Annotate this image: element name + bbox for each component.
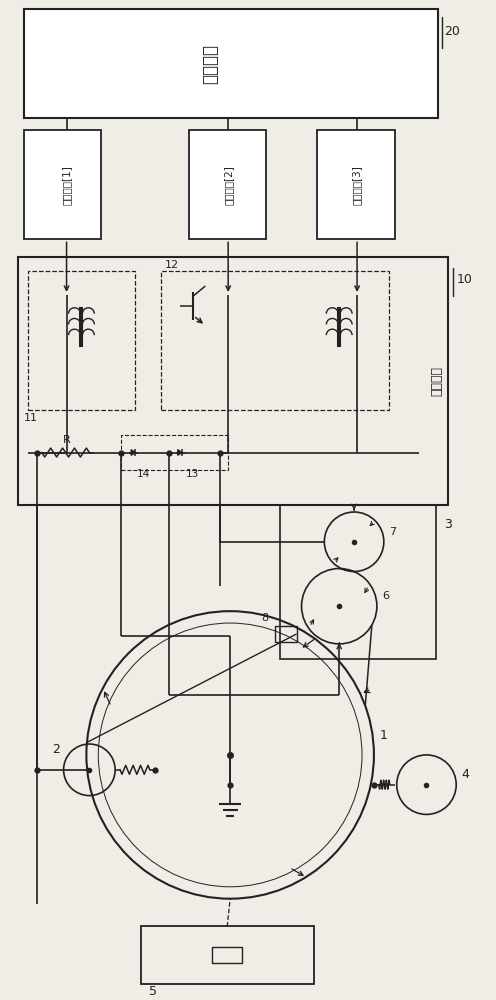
Text: 控制单元: 控制单元 bbox=[201, 44, 219, 84]
Polygon shape bbox=[131, 450, 135, 455]
Text: 控制信号[1]: 控制信号[1] bbox=[62, 165, 71, 205]
Text: 控制信号[2]: 控制信号[2] bbox=[223, 165, 233, 205]
Text: 14: 14 bbox=[137, 469, 150, 479]
Bar bbox=[317, 130, 395, 239]
Text: 8: 8 bbox=[261, 613, 268, 623]
Bar bbox=[141, 926, 314, 984]
Text: 4: 4 bbox=[461, 768, 469, 781]
Polygon shape bbox=[178, 450, 182, 455]
Bar bbox=[24, 9, 438, 118]
Bar bbox=[18, 257, 448, 505]
Text: 11: 11 bbox=[24, 413, 38, 423]
Bar bbox=[188, 130, 266, 239]
Text: 3: 3 bbox=[444, 518, 452, 531]
Text: 2: 2 bbox=[52, 743, 60, 756]
Bar bbox=[121, 435, 228, 470]
Text: 10: 10 bbox=[456, 273, 472, 286]
Bar bbox=[212, 947, 242, 963]
Text: 控制信号[3]: 控制信号[3] bbox=[352, 165, 362, 205]
Text: 5: 5 bbox=[149, 985, 157, 998]
Text: 20: 20 bbox=[444, 25, 460, 38]
Bar bbox=[24, 130, 101, 239]
Text: 1: 1 bbox=[380, 729, 388, 742]
Bar bbox=[275, 626, 297, 642]
Text: 7: 7 bbox=[389, 527, 396, 537]
Bar bbox=[280, 505, 436, 659]
Bar bbox=[28, 271, 135, 410]
Text: 高压电源: 高压电源 bbox=[430, 366, 443, 396]
Text: 13: 13 bbox=[186, 469, 199, 479]
Text: R: R bbox=[62, 435, 70, 445]
Bar bbox=[161, 271, 389, 410]
Text: 6: 6 bbox=[382, 591, 389, 601]
Text: 12: 12 bbox=[165, 260, 179, 270]
